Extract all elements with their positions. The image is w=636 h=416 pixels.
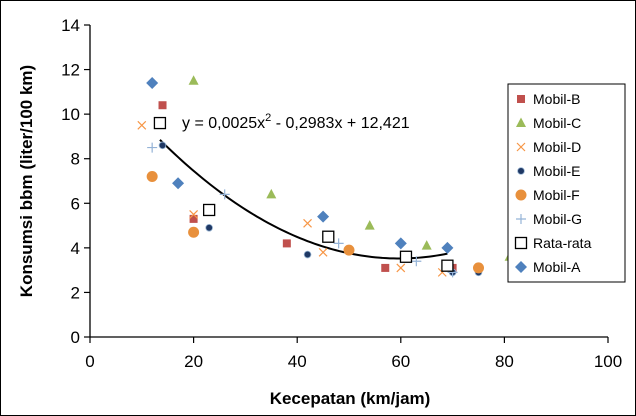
- point-mobil-c: [188, 75, 199, 85]
- point-mobil-c: [421, 240, 432, 250]
- legend-marker: [516, 142, 526, 152]
- legend-label: Mobil-F: [533, 187, 580, 203]
- point-mobil-g: [411, 256, 422, 267]
- y-tick-label: 10: [61, 105, 80, 124]
- point-mobil-g: [147, 142, 158, 153]
- x-tick-label: 40: [288, 352, 307, 371]
- point-rata-rata: [399, 250, 413, 263]
- point-mobil-a: [317, 210, 330, 223]
- x-axis-title: Kecepatan (km/jam): [270, 389, 431, 408]
- annotation-group: y = 0,0025x2 - 0,2983x + 12,421: [182, 112, 410, 132]
- x-tick-label: 100: [594, 352, 622, 371]
- legend-marker: [517, 167, 525, 175]
- point-mobil-d: [189, 210, 199, 219]
- trendline-equation: y = 0,0025x2 - 0,2983x + 12,421: [182, 112, 410, 132]
- series-mobil-a: [146, 76, 454, 254]
- point-mobil-b: [158, 101, 167, 110]
- legend-item: Mobil-E: [517, 163, 580, 179]
- series-mobil-e: [158, 141, 483, 277]
- x-tick-label: 20: [184, 352, 203, 371]
- legend-item: Mobil-A: [515, 259, 581, 275]
- point-mobil-c: [364, 220, 375, 230]
- y-tick-label: 14: [61, 16, 80, 35]
- trendline-group: [159, 139, 448, 260]
- legend-item: Mobil-G: [516, 211, 582, 227]
- axes: [84, 24, 609, 343]
- x-tick-label: 0: [85, 352, 94, 371]
- point-mobil-e: [303, 250, 312, 259]
- series-mobil-g: [147, 142, 458, 278]
- point-mobil-d: [396, 263, 406, 273]
- legend-label: Mobil-C: [533, 115, 581, 131]
- y-tick-label: 12: [61, 61, 80, 80]
- y-tick-label: 8: [71, 150, 80, 169]
- legend-marker: [516, 214, 526, 224]
- legend-marker: [517, 95, 525, 103]
- series-rata-rata: [153, 116, 454, 272]
- legend-item: Mobil-D: [516, 139, 581, 155]
- point-mobil-a: [394, 237, 407, 250]
- legend-item: Rata-rata: [514, 235, 592, 251]
- legend-marker: [516, 117, 526, 127]
- point-mobil-c: [266, 188, 277, 199]
- point-mobil-d: [318, 247, 328, 257]
- legend-label: Mobil-D: [533, 139, 581, 155]
- y-tick-label: 2: [71, 283, 80, 302]
- legend-marker: [515, 261, 527, 273]
- point-mobil-a: [172, 177, 185, 190]
- equation-superscript: 2: [265, 112, 271, 124]
- legend-label: Mobil-G: [533, 211, 582, 227]
- trendline: [159, 139, 448, 260]
- legend-label: Mobil-A: [533, 259, 581, 275]
- point-mobil-e: [205, 224, 213, 232]
- legend: Mobil-B Mobil-C Mobil-D Mobil-E Mobil-F Mobil…: [507, 83, 626, 283]
- point-mobil-b: [282, 239, 291, 248]
- legend-label: Rata-rata: [533, 235, 592, 251]
- series-mobil-c: [188, 75, 515, 261]
- point-rata-rata: [441, 259, 454, 272]
- point-mobil-g: [219, 189, 230, 200]
- point-mobil-b: [189, 214, 198, 223]
- equation-part-2: - 0,2983x + 12,421: [271, 115, 409, 132]
- point-mobil-f: [343, 244, 355, 256]
- legend-marker: [515, 189, 527, 201]
- equation-part-1: y = 0,0025x: [182, 115, 265, 132]
- legend-box: [507, 83, 626, 283]
- legend-item: Mobil-C: [516, 115, 581, 131]
- legend-label: Mobil-E: [533, 163, 580, 179]
- legend-label: Mobil-B: [533, 91, 580, 107]
- point-mobil-e: [158, 141, 167, 150]
- y-tick-label: 4: [71, 239, 80, 258]
- point-mobil-d: [137, 120, 147, 130]
- point-rata-rata: [202, 203, 216, 217]
- point-mobil-b: [381, 263, 390, 272]
- point-rata-rata: [153, 116, 167, 130]
- x-tick-label: 80: [495, 352, 514, 371]
- y-axis-title: Konsumsi bbm (liter/100 km): [17, 65, 36, 297]
- point-rata-rata: [322, 230, 335, 243]
- y-tick-label: 6: [71, 194, 80, 213]
- y-tick-label: 0: [71, 328, 80, 347]
- point-mobil-a: [146, 76, 159, 89]
- point-mobil-d: [303, 218, 312, 228]
- x-tick-label: 60: [391, 352, 410, 371]
- point-mobil-f: [188, 226, 200, 238]
- point-mobil-g: [333, 238, 344, 249]
- data-points: [137, 75, 515, 278]
- point-mobil-f: [473, 262, 484, 274]
- point-mobil-f: [146, 171, 158, 183]
- tick-labels: 0 2 4 6 8 10 12 14 0 20 40 60 80 100: [61, 16, 622, 371]
- legend-item: Mobil-B: [517, 91, 580, 107]
- point-mobil-a: [441, 241, 454, 254]
- legend-marker: [514, 236, 528, 250]
- legend-item: Mobil-F: [515, 187, 580, 203]
